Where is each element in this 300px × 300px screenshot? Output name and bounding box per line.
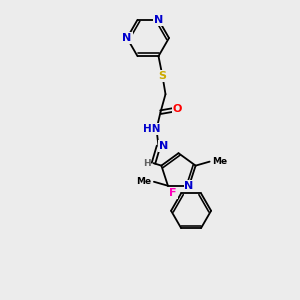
Text: Me: Me bbox=[213, 157, 228, 166]
Text: F: F bbox=[169, 188, 177, 198]
Text: Me: Me bbox=[136, 177, 151, 186]
Text: O: O bbox=[173, 104, 182, 114]
Text: N: N bbox=[154, 15, 163, 25]
Text: N: N bbox=[184, 181, 194, 191]
Text: S: S bbox=[158, 71, 166, 81]
Text: N: N bbox=[122, 33, 132, 43]
Text: H: H bbox=[143, 159, 150, 168]
Text: N: N bbox=[159, 141, 168, 151]
Text: HN: HN bbox=[143, 124, 160, 134]
